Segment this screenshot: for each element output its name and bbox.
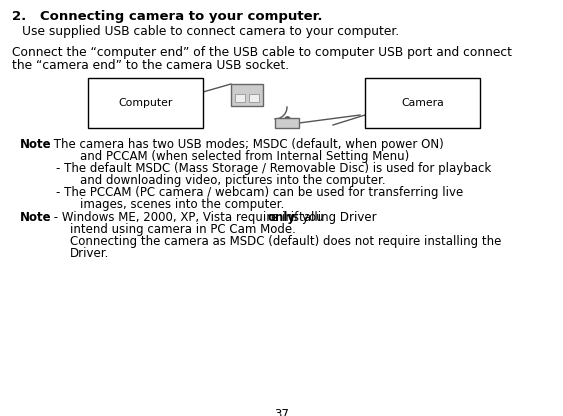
Text: Driver.: Driver. — [70, 247, 109, 260]
Bar — [235, 94, 245, 102]
Text: and PCCAM (when selected from Internal Setting Menu): and PCCAM (when selected from Internal S… — [80, 150, 409, 163]
Bar — [365, 78, 480, 128]
Text: 2.: 2. — [12, 10, 26, 23]
Bar — [249, 94, 259, 102]
Text: the “camera end” to the camera USB socket.: the “camera end” to the camera USB socke… — [12, 59, 289, 72]
Text: Computer: Computer — [118, 98, 173, 108]
Text: if you: if you — [287, 211, 324, 224]
Text: : - Windows ME, 2000, XP, Vista require installing Driver: : - Windows ME, 2000, XP, Vista require … — [46, 211, 381, 224]
Text: 37: 37 — [274, 408, 289, 416]
Text: Note: Note — [20, 138, 52, 151]
Text: images, scenes into the computer.: images, scenes into the computer. — [80, 198, 284, 211]
Text: Camera: Camera — [401, 98, 444, 108]
Text: Use supplied USB cable to connect camera to your computer.: Use supplied USB cable to connect camera… — [22, 25, 399, 38]
Text: Note: Note — [20, 211, 52, 224]
Text: and downloading video, pictures into the computer.: and downloading video, pictures into the… — [80, 174, 386, 187]
Bar — [231, 84, 263, 106]
Text: Connecting the camera as MSDC (default) does not require installing the: Connecting the camera as MSDC (default) … — [70, 235, 502, 248]
Bar — [88, 78, 203, 128]
Text: - The PCCAM (PC camera / webcam) can be used for transferring live: - The PCCAM (PC camera / webcam) can be … — [56, 186, 463, 199]
Text: : The camera has two USB modes; MSDC (default, when power ON): : The camera has two USB modes; MSDC (de… — [46, 138, 444, 151]
Text: Connect the “computer end” of the USB cable to computer USB port and connect: Connect the “computer end” of the USB ca… — [12, 46, 512, 59]
Text: only: only — [268, 211, 296, 224]
Text: Connecting camera to your computer.: Connecting camera to your computer. — [40, 10, 323, 23]
Text: intend using camera in PC Cam Mode.: intend using camera in PC Cam Mode. — [70, 223, 296, 236]
Bar — [275, 118, 299, 128]
Text: - The default MSDC (Mass Storage / Removable Disc) is used for playback: - The default MSDC (Mass Storage / Remov… — [56, 162, 491, 175]
